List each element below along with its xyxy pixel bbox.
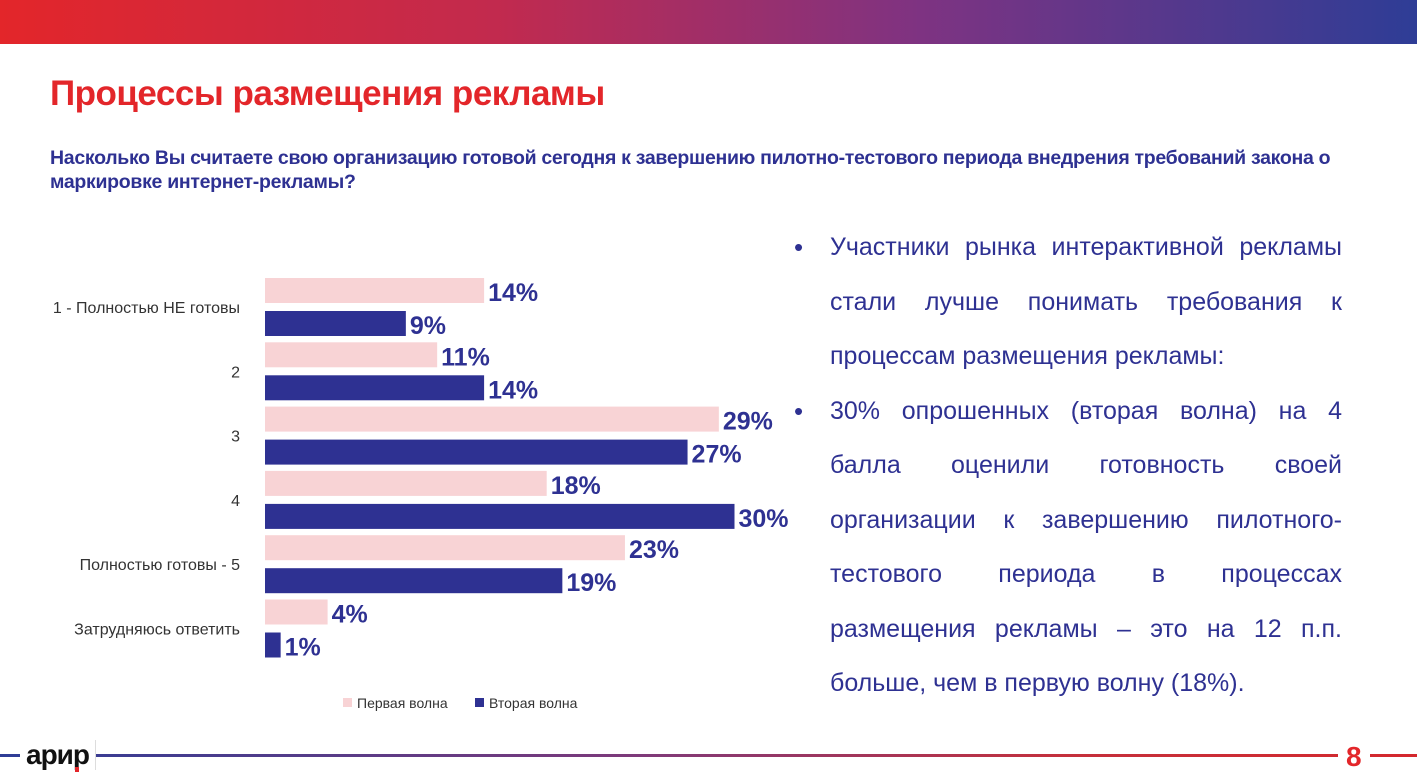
bar-first-wave bbox=[265, 406, 719, 432]
page-title: Процессы размещения рекламы bbox=[50, 74, 605, 113]
bar-second-wave bbox=[265, 632, 281, 658]
data-label: 23% bbox=[629, 536, 679, 564]
category-label: Полностью готовы - 5 bbox=[80, 557, 241, 574]
bar-second-wave bbox=[265, 311, 406, 336]
legend-label: Первая волна bbox=[357, 695, 448, 711]
top-gradient-bar bbox=[0, 0, 1417, 44]
bar-second-wave bbox=[265, 503, 735, 529]
bar-first-wave bbox=[265, 342, 438, 368]
data-label: 19% bbox=[566, 569, 616, 597]
data-label: 18% bbox=[551, 472, 601, 500]
bar-first-wave bbox=[265, 470, 547, 496]
category-label: 1 - Полностью НЕ готовы bbox=[53, 300, 240, 317]
data-label: 4% bbox=[332, 601, 368, 629]
category-label: 3 bbox=[231, 429, 240, 446]
survey-question: Насколько Вы считаете свою организацию г… bbox=[50, 147, 1331, 193]
bar-second-wave bbox=[265, 568, 563, 594]
category-label: Затрудняюсь ответить bbox=[74, 622, 240, 639]
category-label: 4 bbox=[231, 493, 240, 510]
data-label: 14% bbox=[488, 376, 538, 404]
legend-swatch bbox=[343, 698, 352, 707]
bullet-list: Участники рынка интерактивной рекламы ст… bbox=[794, 220, 1342, 711]
data-label: 9% bbox=[410, 312, 446, 340]
footer-line bbox=[0, 754, 1417, 757]
bar-chart: 1 - Полностью НЕ готовы 14% 9% 2 11% 14% 3 29% 2… bbox=[53, 278, 789, 711]
data-label: 1% bbox=[285, 634, 321, 662]
arir-logo: арир bbox=[20, 740, 96, 772]
bar-first-wave bbox=[265, 599, 328, 625]
page-number: 8 bbox=[1338, 741, 1370, 773]
bar-first-wave bbox=[265, 278, 485, 303]
bar-first-wave bbox=[265, 535, 625, 561]
legend-swatch bbox=[475, 698, 484, 707]
bar-second-wave bbox=[265, 439, 688, 465]
bullet-item: Участники рынка интерактивной рекламы ст… bbox=[794, 220, 1342, 384]
data-label: 11% bbox=[441, 343, 490, 371]
category-label: 2 bbox=[231, 364, 240, 381]
data-label: 27% bbox=[692, 441, 742, 469]
bullet-item: 30% опрошенных (вторая волна) на 4 балла… bbox=[794, 384, 1342, 711]
data-label: 30% bbox=[739, 505, 789, 533]
legend-label: Вторая волна bbox=[489, 695, 578, 711]
data-label: 29% bbox=[723, 408, 773, 436]
bar-second-wave bbox=[265, 375, 485, 401]
data-label: 14% bbox=[488, 279, 538, 307]
